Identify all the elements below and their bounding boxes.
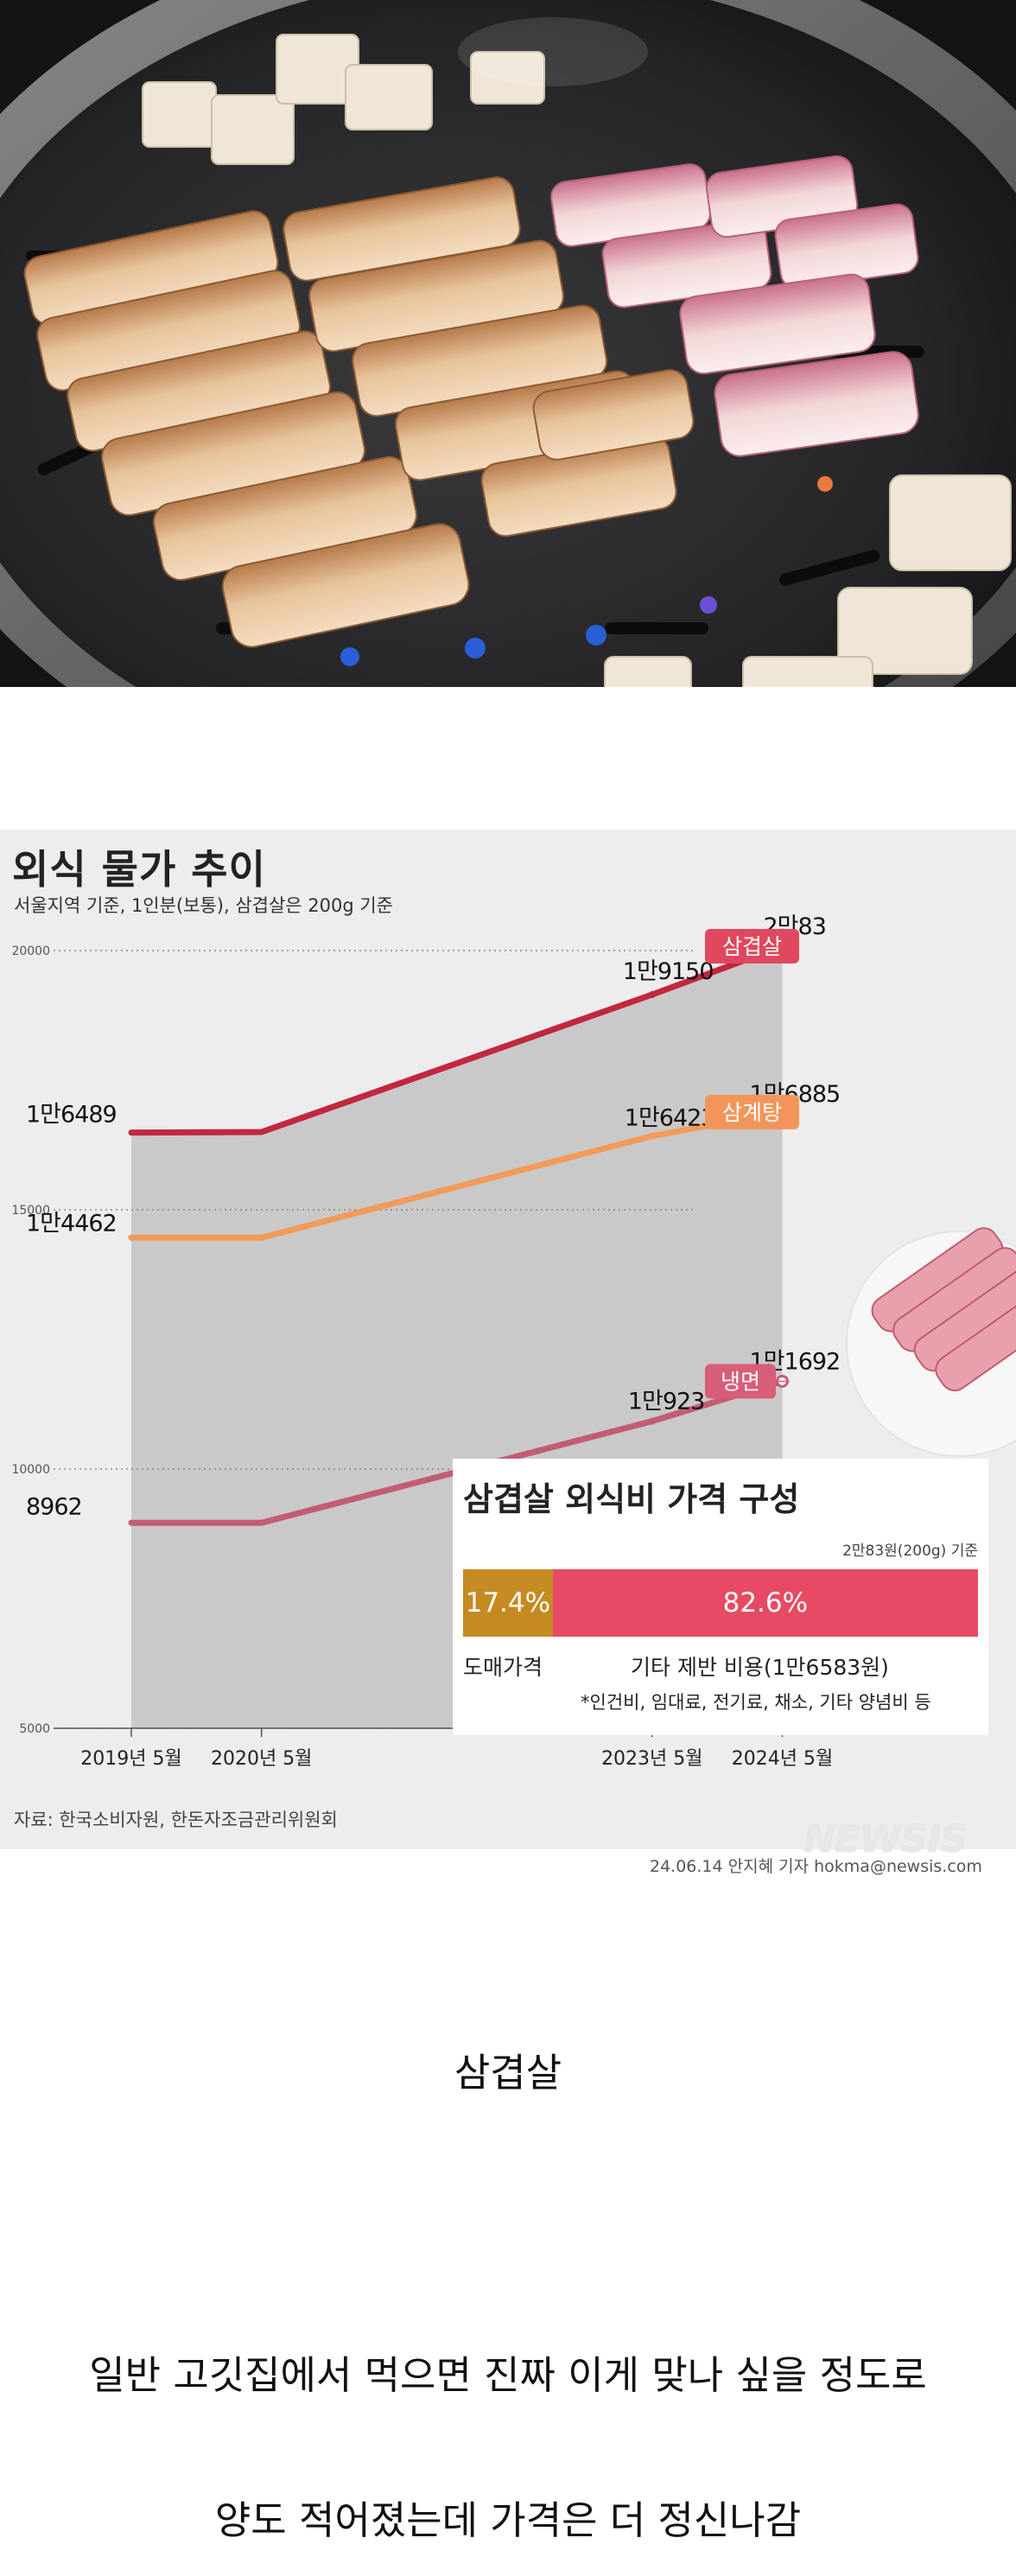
series-name-label: 삼계탕: [722, 1100, 782, 1125]
series-line: [128, 943, 785, 1136]
data-label: 1만923: [628, 1389, 705, 1415]
y-tick-label: 10000: [11, 1463, 50, 1477]
composition-footnote: *인건비, 임대료, 전기료, 채소, 기타 양념비 등: [581, 1692, 931, 1713]
series-name-label: 삼겹살: [722, 934, 782, 959]
data-label: 1만6423: [625, 1105, 715, 1132]
x-tick-label: 2023년 5월: [601, 1748, 702, 1770]
infographic-subtitle: 서울지역 기준, 1인분(보통), 삼겹살은 200g 기준: [14, 895, 394, 916]
data-label: 1만6489: [26, 1102, 117, 1129]
caption-title: 삼겹살: [454, 2050, 562, 2096]
dining-price-infographic: 20000 15000 10000 5000 2019년 5월 2020년 5월 2023년…: [0, 830, 1016, 1849]
x-tick-label: 2019년 5월: [80, 1748, 181, 1770]
reporter-credit: 24.06.14 안지혜 기자 hokma@newsis.com: [650, 1857, 982, 1876]
series-point: [648, 1417, 656, 1425]
composition-title: 삼겹살 외식비 가격 구성: [463, 1480, 800, 1518]
wholesale-label: 도매가격: [463, 1655, 543, 1680]
caption-line-2: 양도 적어졌는데 가격은 더 정신나감: [214, 2497, 802, 2543]
data-label: 8962: [26, 1493, 82, 1520]
caption-line-1: 일반 고깃집에서 먹으면 진짜 이게 맞나 싶을 정도로: [89, 2352, 927, 2398]
data-label: 1만9150: [623, 958, 714, 985]
infographic-title: 외식 물가 추이: [12, 846, 266, 893]
wholesale-segment: 17.4%: [463, 1569, 553, 1637]
price-composition-panel: 삼겹살 외식비 가격 구성 2만83원(200g) 기준 17.4% 82.6%…: [453, 1459, 988, 1735]
y-tick-label: 15000: [11, 1204, 50, 1218]
data-label: 1만4462: [26, 1210, 117, 1237]
other-costs-label: 기타 제반 비용(1만6583원): [631, 1655, 889, 1680]
series-point: [648, 991, 656, 998]
series-name-label: 냉면: [721, 1369, 760, 1394]
series-point: [648, 1132, 656, 1140]
other-costs-segment: 82.6%: [552, 1569, 978, 1637]
composition-basis: 2만83원(200g) 기준: [842, 1542, 978, 1560]
raw-pork-slice: [935, 1286, 1016, 1392]
y-tick-label: 5000: [19, 1722, 50, 1736]
newsis-watermark: NEWSIS: [803, 1817, 968, 1861]
x-tick-label: 2024년 5월: [732, 1748, 833, 1770]
data-source: 자료: 한국소비자원, 한돈자조금관리위원회: [14, 1810, 338, 1830]
samgyeopsal-grill-photo: [0, 0, 1016, 687]
composition-stacked-bar: 17.4% 82.6%: [463, 1569, 978, 1637]
x-tick-label: 2020년 5월: [211, 1748, 312, 1770]
y-tick-label: 20000: [11, 945, 50, 958]
